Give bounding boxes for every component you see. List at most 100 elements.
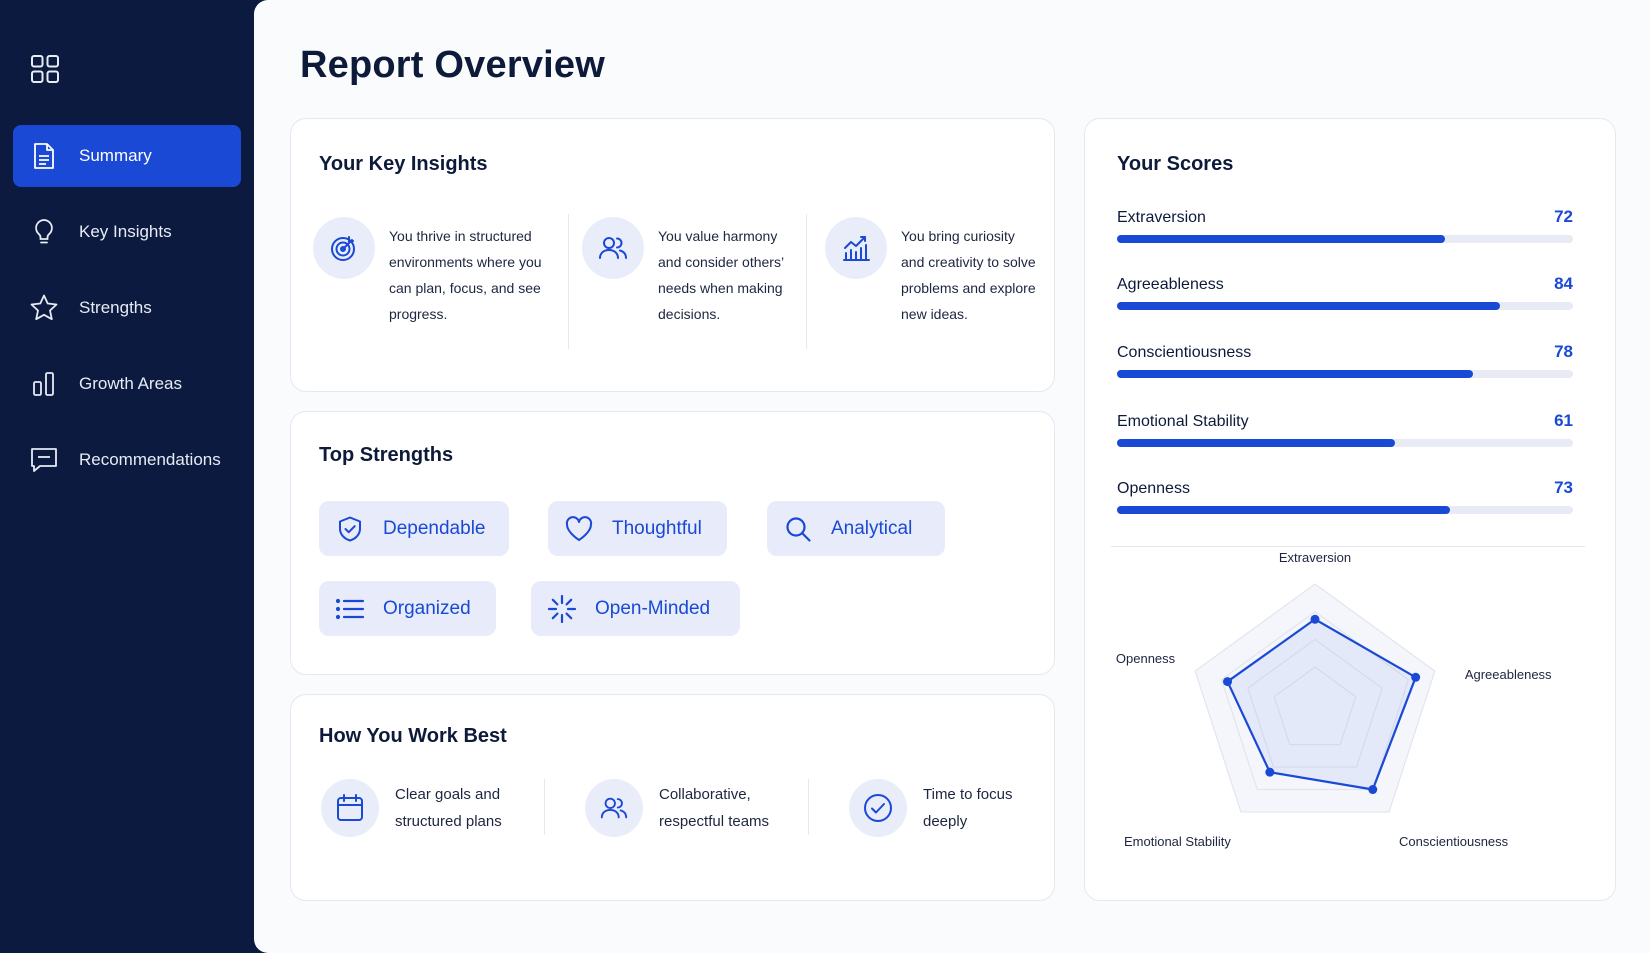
work-best-text: Clear goals and structured plans [395,781,502,835]
sidebar-item-strengths[interactable]: Strengths [13,277,241,339]
score-row-extraversion: Extraversion 72 [1117,207,1573,243]
radar-axis-label: Agreeableness [1465,667,1552,682]
radar-point [1411,672,1421,682]
score-track [1117,506,1573,514]
page-title: Report Overview [300,44,605,86]
message-icon [29,445,59,475]
sidebar-item-label: Recommendations [79,450,221,469]
sidebar: Summary Key Insights Strengths [0,0,254,953]
radar-axis-label: Openness [1116,651,1176,666]
radar-point [1265,767,1275,777]
work-best-item: Collaborative, respectful teams [585,779,769,837]
work-best-line: Collaborative, [659,786,751,803]
sidebar-item-key-insights[interactable]: Key Insights [13,201,241,263]
sidebar-item-growth-areas[interactable]: Growth Areas [13,353,241,415]
score-track [1117,370,1573,378]
radar-chart: Extraversion Agreeableness Conscientiousne… [1116,550,1552,849]
work-best-line: structured plans [395,813,502,830]
radar-point [1223,677,1233,687]
score-value: 72 [1554,207,1573,226]
insight-item: You value harmony and consider others’ n… [582,217,803,327]
score-row-agreeableness: Agreeableness 84 [1117,274,1573,310]
score-track [1117,235,1573,243]
score-fill [1117,370,1473,378]
main-content: Report Overview Your Key Insights You th… [254,0,1650,953]
chip-label: Analytical [831,517,913,539]
score-fill [1117,302,1501,310]
radar-point [1368,785,1378,795]
card-title: How You Work Best [319,725,507,747]
work-best-item: Time to focus deeply [849,779,1012,837]
card-title: Top Strengths [319,444,454,466]
score-fill [1117,506,1450,514]
grid-menu-icon[interactable] [30,54,60,84]
insight-item: You thrive in structured environments wh… [313,217,549,327]
score-value: 61 [1554,411,1573,430]
sidebar-item-label: Growth Areas [79,374,182,393]
divider [1111,546,1585,547]
divider [544,779,545,835]
sidebar-item-recommendations[interactable]: Recommendations [13,429,241,491]
radar-axis-label: Extraversion [1279,550,1351,565]
score-row-emotional-stability: Emotional Stability 61 [1117,411,1573,447]
radar-grid-ring [1220,610,1410,791]
score-track [1117,302,1573,310]
score-label: Conscientiousness [1117,344,1252,361]
key-insights-card: Your Key Insights You thrive in structur… [290,118,1055,392]
calendar-icon [321,779,379,837]
score-label: Emotional Stability [1117,413,1249,430]
score-label: Extraversion [1117,209,1206,226]
strength-chip-organized[interactable]: Organized [319,581,496,636]
work-best-text: Collaborative, respectful teams [659,781,769,835]
radar-grid-ring [1273,666,1357,746]
strength-chip-thoughtful[interactable]: Thoughtful [548,501,727,556]
radar-axis-label: Emotional Stability [1124,834,1231,849]
users-icon [582,217,644,279]
score-value: 78 [1554,342,1573,361]
chip-label: Dependable [383,517,486,539]
star-icon [29,293,59,323]
work-best-line: respectful teams [659,813,770,830]
card-title: Your Scores [1117,153,1234,175]
card-title: Your Key Insights [319,153,488,175]
sidebar-nav: Summary Key Insights Strengths [13,125,241,505]
work-best-item: Clear goals and structured plans [321,779,502,837]
top-strengths-card: Top Strengths Dependable Thoughtful [290,411,1055,675]
chip-label: Thoughtful [612,517,702,539]
radar-axis-label: Conscientiousness [1399,834,1509,849]
score-fill [1117,235,1446,243]
insight-text: You thrive in structured environments wh… [389,228,542,322]
how-you-work-best-card: How You Work Best Clear goals and struct… [290,694,1055,901]
score-row-openness: Openness 73 [1117,478,1573,514]
shield-check-icon [335,514,365,544]
work-best-text: Time to focus deeply [923,781,1012,835]
work-best-line: Clear goals and [395,786,501,803]
strength-chip-analytical[interactable]: Analytical [767,501,945,556]
score-track [1117,439,1573,447]
score-value: 84 [1554,274,1573,293]
search-icon [783,514,813,544]
divider [568,214,569,349]
score-value: 73 [1554,478,1573,497]
strength-chip-open-minded[interactable]: Open-Minded [531,581,740,636]
check-circle-icon [849,779,907,837]
heart-icon [564,514,594,544]
radar-point [1310,614,1320,624]
work-best-line: Time to focus [923,786,1013,803]
radar-area [1226,618,1417,791]
score-label: Openness [1117,480,1190,497]
bar-chart-icon [29,369,59,399]
users-icon [585,779,643,837]
score-row-conscientiousness: Conscientiousness 78 [1117,342,1573,378]
growth-chart-icon [825,217,887,279]
divider [806,214,807,349]
radar-grid-ring [1247,638,1383,768]
radar-grid-ring [1194,583,1436,813]
strength-chip-dependable[interactable]: Dependable [319,501,509,556]
insight-text: You bring curiosity and creativity to so… [901,228,1036,322]
sidebar-item-summary[interactable]: Summary [13,125,241,187]
target-icon [313,217,375,279]
sidebar-item-label: Summary [79,146,152,165]
chip-label: Organized [383,597,471,619]
your-scores-card: Your Scores Extraversion 72 Agreeablenes… [1084,118,1616,901]
